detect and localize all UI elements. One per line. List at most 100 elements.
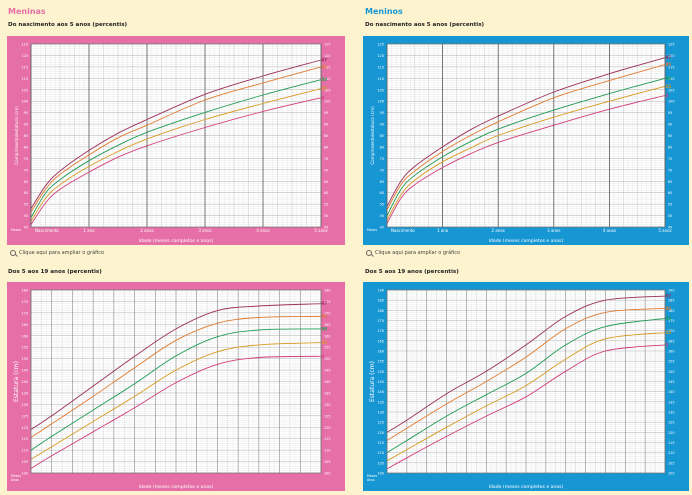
y-tick-label: 115	[22, 437, 28, 441]
y-tick-label-right: 145	[324, 369, 330, 373]
girls-5-19-subtitle: Dos 5 aos 19 anos (percentis)	[8, 269, 102, 275]
x-tick-label: 4 anos	[603, 228, 616, 233]
y-tick-label-right: 70	[324, 168, 328, 172]
y-tick-label-right: 120	[324, 426, 330, 430]
y-tick-label: 175	[22, 300, 28, 304]
y-tick-label-right: 125	[668, 421, 674, 425]
series-label-p97: 97	[666, 55, 672, 60]
girls-heading: Meninas	[8, 7, 46, 16]
x-axis-label: Idade (meses completos e anos)	[139, 484, 214, 490]
y-tick-label-right: 95	[668, 111, 672, 115]
x-tick-label: 2 anos	[492, 228, 505, 233]
y-tick-label-right: 155	[324, 346, 330, 350]
x-tick-label: 1 ano	[437, 228, 449, 233]
girls-zoom-link[interactable]: Clique aqui para ampliar o gráfico	[10, 250, 104, 256]
x-tick-label: Nascimento	[391, 228, 415, 233]
series-label-p97: 97	[322, 58, 328, 63]
y-tick-label-right: 60	[324, 191, 328, 195]
y-tick-label: 160	[378, 350, 384, 354]
y-tick-label: 110	[378, 77, 384, 81]
y-tick-label-right: 100	[668, 472, 674, 476]
y-axis-label: Comprimento/estatura (cm)	[370, 106, 375, 165]
y-tick-label-right: 175	[324, 300, 330, 304]
y-tick-label: 110	[22, 449, 28, 453]
y-tick-label-right: 115	[668, 441, 674, 445]
series-line-p85	[386, 64, 666, 211]
series-label-p85: 85	[666, 306, 672, 311]
boys-5-19-chart[interactable]: 100 100 105 105 110 110 115 115 120 120 125 125 130 1…	[363, 282, 689, 491]
y-tick-label: 190	[378, 289, 384, 293]
y-tick-label-right: 95	[324, 111, 328, 115]
y-tick-label: 95	[380, 111, 384, 115]
x-tick-label: 1 ano	[83, 228, 95, 233]
series-line-p50	[386, 318, 666, 454]
y-tick-label: 125	[378, 43, 384, 47]
y-tick-label-right: 100	[668, 100, 674, 104]
y-tick-label-right: 180	[668, 309, 674, 313]
y-tick-label: 125	[378, 421, 384, 425]
series-line-p15	[386, 85, 666, 221]
boys-0-5-subtitle: Do nascimento aos 5 anos (percentis)	[365, 22, 485, 28]
plot-frame	[386, 289, 666, 474]
y-axis-label: Comprimento/estatura (cm)	[14, 106, 19, 165]
y-tick-label: 165	[378, 339, 384, 343]
girls-5-19-chart[interactable]: 100 100 105 105 110 110 115 115 120 120 125 125 130 1…	[7, 282, 345, 491]
plot-frame	[386, 43, 666, 228]
girls-0-5-chart[interactable]: 45 45 50 50 55 55 60 60 65 65 70 70 75 75 80 80 85 85 90 90…	[7, 36, 345, 245]
chart-svg: 100 100 105 105 110 110 115 115 120 120 125 125 130 1…	[367, 289, 674, 491]
series-line-p3	[30, 355, 322, 469]
x-tick-label: Nascimento	[35, 228, 59, 233]
x-axis-label: Idade (meses completos e anos)	[489, 238, 564, 244]
magnifier-icon	[10, 250, 16, 256]
y-tick-label: 120	[378, 54, 384, 58]
y-tick-label-right: 165	[668, 339, 674, 343]
y-tick-label-right: 140	[668, 390, 674, 394]
y-tick-label-right: 115	[668, 65, 674, 69]
y-tick-label-right: 105	[324, 88, 330, 92]
series-label-p15: 15	[322, 86, 328, 91]
y-tick-label: 55	[380, 203, 384, 207]
y-tick-label: 45	[380, 226, 384, 230]
y-axis-label: Estatura (cm)	[369, 361, 376, 402]
y-tick-label-right: 180	[324, 289, 330, 293]
y-tick-label: 145	[378, 380, 384, 384]
y-tick-label-right: 55	[668, 203, 672, 207]
y-tick-label: 100	[378, 100, 384, 104]
y-tick-label: 55	[24, 203, 28, 207]
x-tick-label: 3 anos	[547, 228, 560, 233]
y-tick-label: 100	[22, 100, 28, 104]
y-tick-label: 160	[22, 334, 28, 338]
y-tick-label-right: 110	[324, 77, 330, 81]
corner-label: Anos	[367, 478, 375, 482]
y-tick-label: 170	[378, 329, 384, 333]
y-tick-label-right: 55	[324, 203, 328, 207]
y-tick-label-right: 50	[668, 214, 672, 218]
y-tick-label: 115	[378, 65, 384, 69]
y-tick-label: 50	[380, 214, 384, 218]
series-label-p3: 3	[322, 354, 325, 359]
y-tick-label-right: 135	[324, 391, 330, 395]
y-tick-label: 105	[22, 460, 28, 464]
y-tick-label: 150	[22, 357, 28, 361]
y-tick-label: 125	[22, 43, 28, 47]
chart-svg: 100 100 105 105 110 110 115 115 120 120 125 125 130 1…	[11, 289, 330, 491]
x-tick-label: 3 anos	[198, 228, 211, 233]
y-tick-label: 75	[380, 157, 384, 161]
y-tick-label: 185	[378, 299, 384, 303]
boys-zoom-link[interactable]: Clique aqui para ampliar o gráfico	[366, 250, 460, 256]
y-tick-label-right: 100	[324, 472, 330, 476]
y-tick-label: 70	[380, 168, 384, 172]
series-label-p50: 50	[322, 77, 328, 82]
grid	[30, 289, 322, 474]
series-line-p3	[386, 95, 666, 224]
y-tick-label-right: 65	[668, 180, 672, 184]
y-tick-label-right: 120	[324, 54, 330, 58]
boys-0-5-chart[interactable]: 45 45 50 50 55 55 60 60 65 65 70 70 75 75 80 80 85 85 90 90…	[363, 36, 689, 245]
series-line-p15	[30, 342, 322, 460]
y-tick-label: 155	[22, 346, 28, 350]
y-tick-label-right: 170	[324, 311, 330, 315]
series-label-p3: 3	[322, 95, 325, 100]
y-tick-label-right: 90	[324, 123, 328, 127]
